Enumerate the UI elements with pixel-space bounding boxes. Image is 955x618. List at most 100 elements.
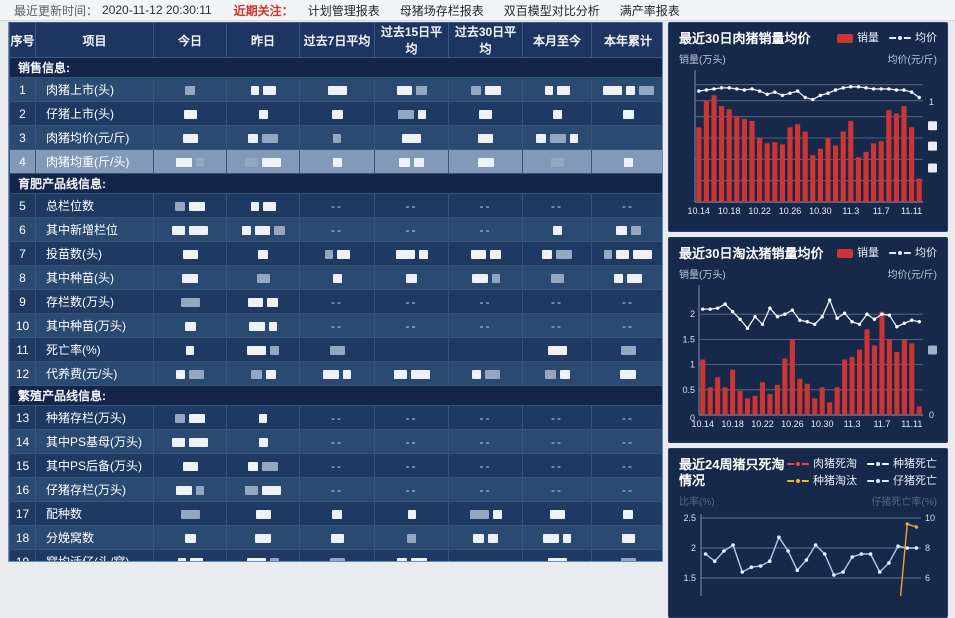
redacted-value [262, 157, 281, 167]
redacted-value [270, 557, 279, 561]
row-label: 其中新增栏位 [35, 217, 154, 242]
redacted-value [552, 225, 562, 235]
redacted-value [184, 533, 196, 543]
chart-title: 最近24周猪只死淘情况 [679, 457, 785, 488]
data-cell: -- [591, 477, 662, 502]
legend-line-marker [867, 459, 889, 469]
table-row[interactable]: 15 其中PS后备(万头) -- -- -- -- -- [9, 453, 662, 478]
row-number: 2 [9, 101, 36, 126]
data-cell [153, 241, 227, 266]
redacted-value [336, 249, 350, 259]
data-cell [591, 77, 662, 102]
data-cell: -- [591, 405, 662, 430]
redacted-value [249, 321, 265, 331]
redacted-value [248, 461, 258, 471]
legend-item[interactable]: 均价 [889, 31, 937, 45]
legend-item[interactable]: 肉猪死淘 [787, 457, 857, 471]
redacted-value [479, 109, 492, 119]
table-row[interactable]: 3 肉猪均价(元/斤) [9, 125, 662, 150]
table-row[interactable]: 10 其中种苗(万头) -- -- -- -- -- [9, 313, 662, 338]
table-row[interactable]: 19 窝均活仔(头/窝) [9, 549, 662, 561]
legend-bar-swatch [837, 248, 853, 258]
table-row[interactable]: 9 存栏数(万头) -- -- -- -- -- [9, 289, 662, 314]
legend-item[interactable]: 种猪死亡 [867, 457, 937, 471]
redacted-value [262, 85, 276, 95]
data-cell: -- [591, 313, 662, 338]
redacted-value [330, 533, 344, 543]
table-row[interactable]: 1 肉猪上市(头) [9, 77, 662, 102]
table-row[interactable]: 11 死亡率(%) [9, 337, 662, 362]
legend-item[interactable]: 仔猪死亡 [867, 474, 937, 488]
legend-item[interactable]: 销量 [837, 31, 879, 45]
redacted-value [620, 345, 636, 355]
row-label: 种猪存栏(万头) [35, 405, 154, 430]
redacted-value [247, 557, 266, 561]
data-cell: -- [374, 217, 449, 242]
table-row[interactable]: 18 分娩窝数 [9, 525, 662, 550]
row-number: 9 [9, 289, 36, 314]
table-row[interactable]: 4 肉猪均重(斤/头) [9, 149, 662, 174]
legend-item[interactable]: 销量 [837, 246, 879, 260]
data-cell [374, 361, 449, 386]
table-row[interactable]: 12 代养费(元/头) [9, 361, 662, 386]
redacted-value [550, 157, 564, 167]
redacted-value [189, 437, 208, 447]
legend-line-marker [787, 459, 809, 469]
table-row[interactable]: 8 其中种苗(头) [9, 265, 662, 290]
menu-item-2[interactable]: 母猪场存栏报表 [399, 3, 484, 18]
data-cell [153, 549, 227, 561]
data-cell [374, 77, 449, 102]
menu-item-1[interactable]: 计划管理报表 [307, 3, 380, 18]
menu-item-4[interactable]: 满产率报表 [619, 3, 680, 18]
table-row[interactable]: 14 其中PS基母(万头) -- -- -- -- -- [9, 429, 662, 454]
menu-item-3[interactable]: 双百模型对比分析 [503, 3, 600, 18]
svg-text:0: 0 [929, 410, 934, 420]
svg-text:2.5: 2.5 [683, 513, 696, 523]
redacted-value [393, 369, 407, 379]
table-row[interactable]: 17 配种数 [9, 501, 662, 526]
legend-line-marker [787, 476, 809, 486]
table-row[interactable]: 5 总栏位数 -- -- -- -- -- [9, 193, 662, 218]
data-cell [522, 101, 592, 126]
table-row[interactable]: 2 仔猪上市(头) [9, 101, 662, 126]
data-cell [153, 361, 227, 386]
svg-text:6: 6 [925, 573, 930, 583]
svg-text:0: 0 [690, 413, 695, 423]
legend-item[interactable]: 种猪淘汰 [787, 474, 857, 488]
redacted-value [258, 109, 268, 119]
svg-text:11.3: 11.3 [844, 419, 861, 429]
data-cell [522, 337, 592, 362]
redacted-value [410, 369, 430, 379]
redacted-value [633, 249, 652, 259]
table-row[interactable]: 13 种猪存栏(万头) -- -- -- -- -- [9, 405, 662, 430]
weekly-mortality-chart[interactable]: 2.5 2 1.5 10 8 6 [679, 510, 939, 596]
svg-text:0.5: 0.5 [682, 385, 695, 395]
chart-legend: 肉猪死淘 种猪死亡 种猪淘汰 仔猪死亡 [787, 457, 937, 488]
cull-pig-sales-price-chart[interactable]: 0.5 1 1.5 2 10.14 10.18 10.22 10.26 10.30 11.3 11.… [679, 283, 939, 431]
table-row[interactable]: 16 仔猪存栏(万头) -- -- -- -- -- [9, 477, 662, 502]
legend-item[interactable]: 均价 [889, 246, 937, 260]
row-label: 分娩窝数 [35, 525, 154, 550]
redacted-value [196, 157, 204, 167]
pig-sales-price-chart[interactable]: 10.14 10.18 10.22 10.26 10.30 11.3 11.7 11.11 1 [679, 68, 939, 218]
data-cell [374, 241, 449, 266]
recent-focus-label: 近期关注： [233, 3, 294, 18]
column-header: 今日 [153, 22, 227, 58]
redacted-value [470, 85, 481, 95]
data-cell [153, 477, 227, 502]
data-cell [374, 101, 449, 126]
redacted-value [620, 557, 636, 561]
row-label: 仔猪存栏(万头) [35, 477, 154, 502]
table-row[interactable]: 7 投苗数(头) [9, 241, 662, 266]
data-cell [153, 405, 227, 430]
redacted-value [544, 369, 556, 379]
redacted-value [183, 109, 197, 119]
data-cell [522, 265, 592, 290]
data-cell [591, 337, 662, 362]
data-cell [374, 125, 449, 150]
data-cell [448, 525, 523, 550]
y-axis-right-label: 仔猪死亡率(%) [871, 497, 937, 508]
data-cell [522, 125, 592, 150]
redacted-value [414, 157, 424, 167]
table-row[interactable]: 6 其中新增栏位 -- -- -- [9, 217, 662, 242]
